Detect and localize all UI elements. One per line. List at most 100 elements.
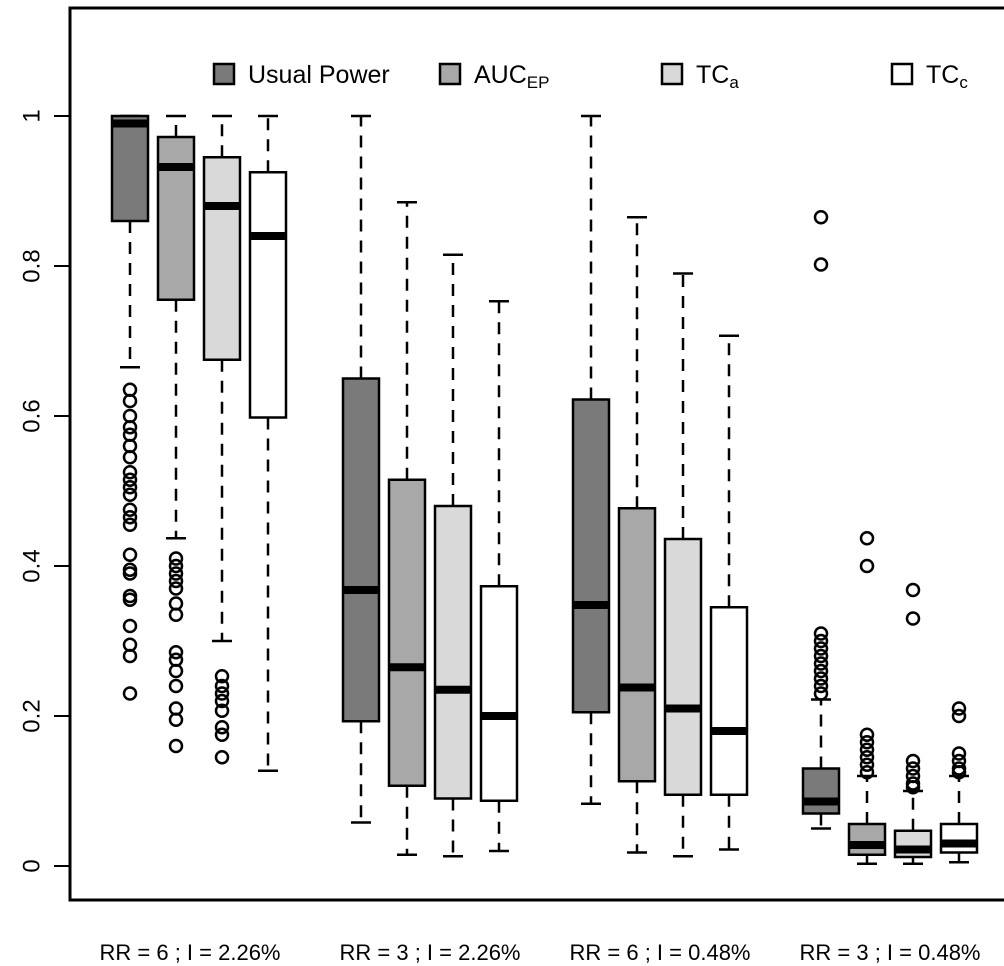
box xyxy=(341,114,381,824)
box-body xyxy=(801,767,841,815)
outlier-point xyxy=(951,746,967,761)
outlier-point xyxy=(214,678,230,694)
y-tick-label: 0.2 xyxy=(19,699,46,732)
legend-swatch xyxy=(212,62,236,86)
outlier-point xyxy=(859,765,875,780)
outlier-point xyxy=(951,701,967,716)
box xyxy=(571,114,611,805)
box xyxy=(387,201,427,856)
y-tick-label: 1 xyxy=(19,109,46,122)
box xyxy=(202,114,242,765)
outlier-point xyxy=(905,582,921,598)
box xyxy=(939,701,979,864)
box-group xyxy=(341,114,519,858)
outlier-point xyxy=(122,648,138,664)
outlier-point xyxy=(813,633,829,649)
box-body xyxy=(202,156,242,361)
outlier-point xyxy=(122,393,138,409)
outlier-point xyxy=(813,663,829,679)
legend-label: TCa xyxy=(696,61,739,92)
legend-item: AUCEP xyxy=(438,61,549,92)
y-tick-label: 0.4 xyxy=(19,549,46,582)
outlier-point xyxy=(168,738,184,754)
outlier-point xyxy=(813,678,829,694)
box-body xyxy=(571,398,611,714)
outlier-point xyxy=(168,645,184,660)
outlier-point xyxy=(859,727,875,742)
outlier-point xyxy=(168,712,184,727)
outlier-point xyxy=(951,708,967,724)
box-body xyxy=(110,114,150,223)
outlier-point xyxy=(813,656,829,671)
legend-item: Usual Power xyxy=(212,61,390,89)
outlier-point xyxy=(168,581,184,596)
x-category-label: RR = 3 ; I = 0.48% xyxy=(800,940,981,965)
box xyxy=(709,334,749,851)
box-body xyxy=(387,478,427,787)
x-axis-category-labels: RR = 6 ; I = 2.26% RR = 3 ; I = 2.26% RR =… xyxy=(100,940,981,965)
legend-item: TCc xyxy=(890,61,968,92)
outlier-point xyxy=(905,761,921,776)
outlier-point xyxy=(813,671,829,686)
outlier-point xyxy=(813,686,829,701)
box-groups xyxy=(110,114,979,865)
outlier-point xyxy=(214,669,230,684)
box-body xyxy=(939,822,979,854)
legend-item: TCa xyxy=(660,61,739,92)
outlier-point xyxy=(122,472,138,487)
x-category-label: RR = 6 ; I = 2.26% xyxy=(100,940,281,965)
outlier-point xyxy=(168,663,184,679)
outlier-point xyxy=(859,735,875,750)
x-category-label: RR = 6 ; I = 0.48% xyxy=(570,940,751,965)
legend-swatch xyxy=(438,62,462,86)
outlier-point xyxy=(813,210,829,225)
box xyxy=(893,582,933,865)
outlier-point xyxy=(122,566,138,581)
x-category-label: RR = 3 ; I = 2.26% xyxy=(340,940,521,965)
outlier-point xyxy=(214,686,230,701)
outlier-point xyxy=(122,547,138,562)
outlier-point xyxy=(122,465,138,480)
box xyxy=(248,114,288,772)
box-body xyxy=(433,504,473,800)
outlier-point xyxy=(813,257,829,272)
outlier-point xyxy=(813,626,829,641)
outlier-point xyxy=(214,750,230,765)
outlier-point xyxy=(122,592,138,607)
outlier-point xyxy=(168,551,184,566)
box-body xyxy=(617,507,657,783)
outlier-point xyxy=(168,678,184,694)
outlier-point xyxy=(905,611,921,626)
outlier-point xyxy=(859,750,875,765)
box-group xyxy=(110,114,288,772)
outlier-point xyxy=(859,531,875,546)
outlier-point xyxy=(859,757,875,772)
outlier-point xyxy=(122,420,138,435)
outlier-point xyxy=(168,566,184,581)
box xyxy=(663,272,703,858)
box-body xyxy=(479,585,519,802)
outlier-point xyxy=(813,648,829,664)
box xyxy=(433,253,473,858)
box-group xyxy=(571,114,749,858)
box xyxy=(801,210,841,830)
outlier-point xyxy=(214,703,230,718)
box xyxy=(847,531,887,865)
y-axis: 0 0.2 0.4 0.6 0.8 1 xyxy=(19,109,70,873)
box-body xyxy=(709,606,749,796)
outlier-point xyxy=(905,753,921,769)
outlier-point xyxy=(168,558,184,574)
box xyxy=(110,114,150,701)
outlier-point xyxy=(214,727,230,742)
legend-swatch xyxy=(890,62,914,86)
outlier-point xyxy=(813,641,829,656)
box xyxy=(617,216,657,854)
box-body xyxy=(663,537,703,796)
plot-frame xyxy=(68,6,1004,902)
box-body xyxy=(156,135,196,301)
outlier-point xyxy=(122,480,138,495)
y-tick-label: 0.6 xyxy=(19,399,46,432)
outlier-point xyxy=(122,618,138,634)
legend: Usual Power AUCEP TCa TCc xyxy=(212,61,968,92)
